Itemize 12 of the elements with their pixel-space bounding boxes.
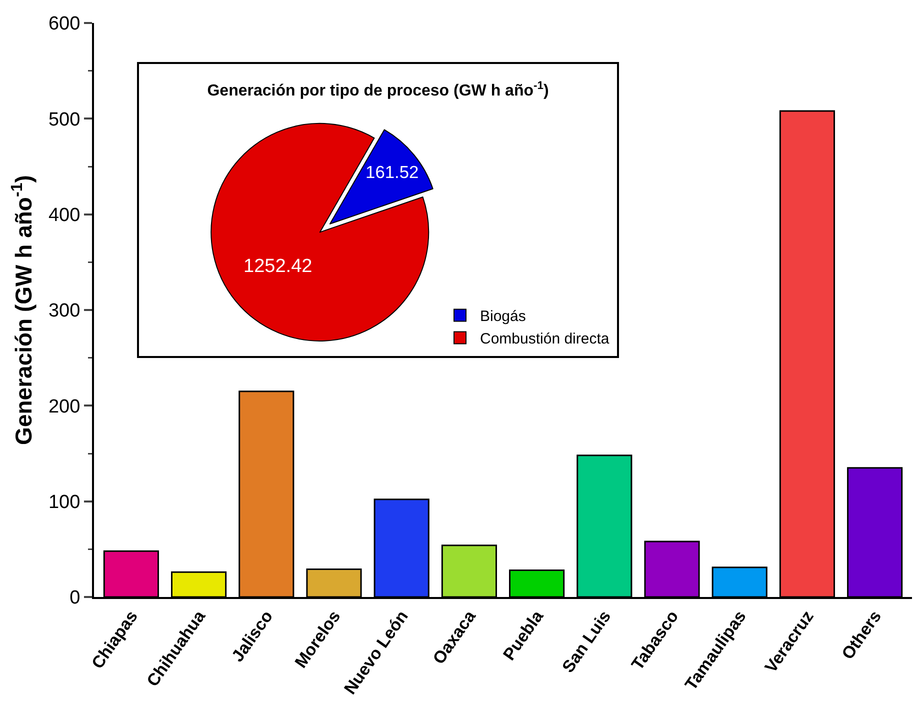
legend-label: Combustión directa xyxy=(480,330,610,348)
y-tick-label: 300 xyxy=(48,300,80,322)
y-tick-label: 400 xyxy=(48,204,80,226)
y-tick-label: 100 xyxy=(48,492,80,513)
data-label: 1252.42 xyxy=(244,256,312,278)
data-label: 161.52 xyxy=(366,162,419,182)
legend-label: Biogás xyxy=(480,308,526,326)
y-tick-label: 500 xyxy=(48,109,80,130)
y-tick-label: 600 xyxy=(48,14,80,35)
y-tick-label: 200 xyxy=(48,396,80,418)
chart-title: Generación por tipo de proceso (GW h año$^{-1}$) xyxy=(207,80,549,100)
y-tick-label: 0 xyxy=(70,588,80,609)
